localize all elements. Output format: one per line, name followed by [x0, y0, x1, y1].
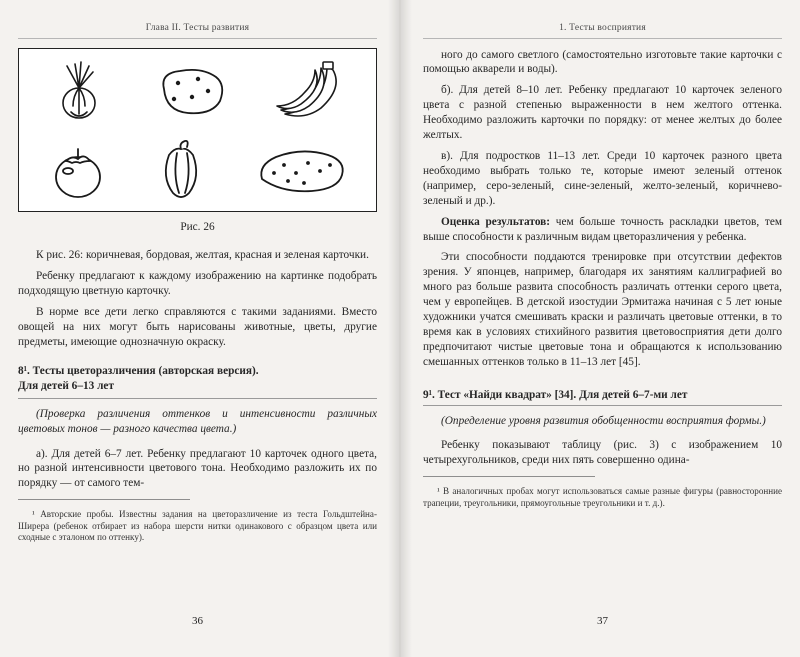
- right-p4: Оценка результатов: чем больше точность …: [423, 215, 782, 245]
- left-footnote: ¹ Авторские пробы. Известны задания на ц…: [18, 509, 377, 543]
- left-content: Рис. 26 К рис. 26: коричневая, бордовая,…: [18, 48, 377, 609]
- tomato-icon: [46, 139, 110, 201]
- page-left: Глава II. Тесты развития: [18, 22, 377, 629]
- right-heading: 9¹. Тест «Найди квадрат» [34]. Для детей…: [423, 388, 782, 403]
- left-heading-line2: Для детей 6–13 лет: [18, 379, 377, 399]
- heading-rule-right: [423, 405, 782, 406]
- right-italic-note: (Определение уровня развития обобщенност…: [423, 414, 782, 429]
- right-p6: Ребенку показывают таблицу (рис. 3) с из…: [423, 438, 782, 468]
- left-p3: В норме все дети легко справляются с так…: [18, 305, 377, 350]
- left-heading-line1: 8¹. Тесты цветоразличения (авторская вер…: [18, 364, 377, 379]
- right-p3: в). Для подростков 11–13 лет. Среди 10 к…: [423, 149, 782, 209]
- figure-26-frame: [18, 48, 377, 212]
- pepper-icon: [147, 137, 217, 203]
- footnote-separator-left: [18, 499, 190, 500]
- figure-caption: Рис. 26: [18, 220, 377, 235]
- running-head-left: Глава II. Тесты развития: [18, 22, 377, 39]
- right-p1: ного до самого светлого (самостоятельно …: [423, 48, 782, 78]
- right-footnote: ¹ В аналогичных пробах могут использоват…: [423, 486, 782, 509]
- page-right: 1. Тесты восприятия ного до самого светл…: [423, 22, 782, 629]
- left-p2: Ребенку предлагают к каждому изображению…: [18, 269, 377, 299]
- figure-row-1: [27, 55, 368, 128]
- left-italic-note: (Проверка различения оттенков и интенсив…: [18, 407, 377, 437]
- footnote-separator-right: [423, 476, 595, 477]
- running-head-right: 1. Тесты восприятия: [423, 22, 782, 39]
- page-number-left: 36: [18, 614, 377, 629]
- right-p2: б). Для детей 8–10 лет. Ребенку предлага…: [423, 83, 782, 143]
- right-p5: Эти способности поддаются тренировке при…: [423, 250, 782, 369]
- left-p1: К рис. 26: коричневая, бордовая, желтая,…: [18, 248, 377, 263]
- figure-row-2: [27, 134, 368, 207]
- right-content: ного до самого светлого (самостоятельно …: [423, 48, 782, 609]
- page-number-right: 37: [423, 614, 782, 629]
- bananas-icon: [269, 60, 349, 122]
- right-p4-label: Оценка результатов:: [441, 216, 556, 228]
- onion-icon: [47, 58, 113, 124]
- potato-icon: [152, 61, 230, 121]
- cucumber-icon: [254, 143, 350, 197]
- left-p4: а). Для детей 6–7 лет. Ребенку предлагаю…: [18, 447, 377, 492]
